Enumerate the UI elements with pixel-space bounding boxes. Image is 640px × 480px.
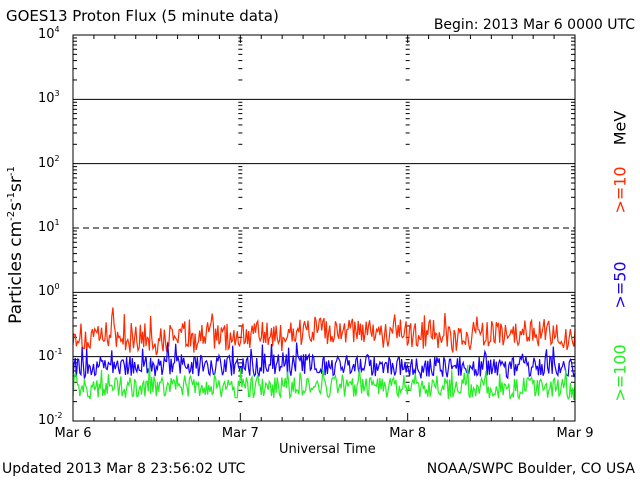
- y-tick-label: 101: [38, 218, 60, 235]
- legend-unit: MeV: [610, 110, 630, 146]
- credit-label: NOAA/SWPC Boulder, CO USA: [426, 461, 635, 477]
- series-layer: [72, 307, 576, 401]
- y-tick-label: 104: [38, 25, 60, 42]
- series-line: [72, 307, 576, 356]
- x-axis-label: Universal Time: [279, 442, 376, 457]
- updated-timestamp: Updated 2013 Mar 8 23:56:02 UTC: [2, 461, 246, 477]
- legend-item-50mev: >=50: [610, 261, 630, 309]
- x-tick-label: Mar 7: [221, 426, 259, 441]
- y-tick-label: 10-2: [38, 411, 63, 428]
- y-tick-label: 10-1: [38, 346, 63, 364]
- grid-layer: [72, 35, 576, 421]
- y-tick-label: 100: [38, 282, 60, 300]
- series-line: [72, 361, 576, 401]
- plot-frame: [72, 34, 576, 422]
- y-axis-label: Particles cm-2s-1sr-1: [6, 166, 26, 324]
- y-tick-label: 103: [38, 89, 60, 107]
- x-tick-label: Mar 8: [389, 426, 427, 441]
- legend-item-100mev: >=100: [610, 344, 630, 402]
- legend-item-10mev: >=10: [610, 166, 630, 214]
- chart-title: GOES13 Proton Flux (5 minute data): [6, 7, 279, 25]
- x-tick-label: Mar 9: [556, 426, 594, 441]
- x-tick-label: Mar 6: [54, 426, 92, 441]
- series-line: [72, 342, 576, 380]
- begin-time-label: Begin: 2013 Mar 6 0000 UTC: [433, 17, 635, 33]
- y-tick-label: 102: [38, 153, 60, 171]
